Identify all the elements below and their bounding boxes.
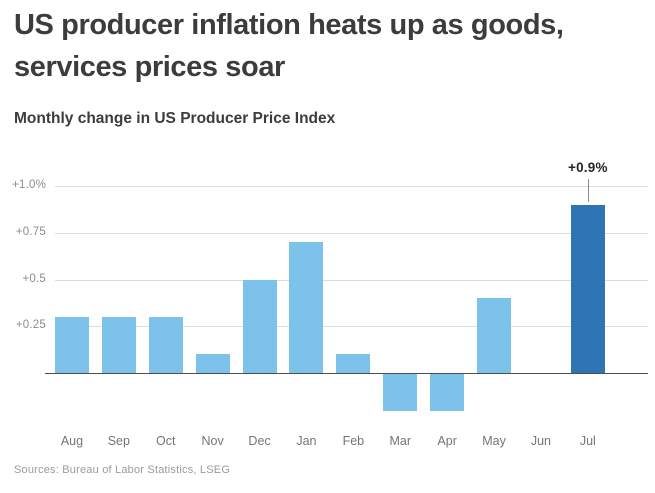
bar-sep: [101, 316, 136, 373]
month-label-aug: Aug: [60, 434, 84, 448]
y-tick-label: +0.5: [22, 272, 46, 285]
chart-subtitle: Monthly change in US Producer Price Inde…: [14, 110, 336, 127]
bar-feb: [336, 354, 371, 373]
ppi-bar-chart: +0.25 +0.5 +0.75 +1.0% Aug Sep Oct Nov Dec Jan Feb…: [0, 160, 655, 456]
month-label-dec: Dec: [248, 434, 271, 448]
bar-nov: [195, 354, 230, 373]
title-line-2: services prices soar: [14, 51, 285, 83]
gridline: [55, 186, 648, 187]
bar-jul: [570, 204, 605, 373]
title-line-1: US producer inflation heats up as goods,: [14, 9, 564, 41]
month-label-jul: Jul: [579, 434, 596, 448]
annotation-leader-line: [587, 179, 589, 202]
source-attribution: Sources: Bureau of Labor Statistics, LSE…: [14, 464, 231, 476]
month-label-jan: Jan: [296, 434, 317, 448]
month-label-may: May: [482, 434, 506, 448]
month-label-apr: Apr: [437, 434, 457, 448]
bar-oct: [148, 316, 183, 373]
y-tick-label: +1.0%: [12, 179, 46, 191]
month-label-oct: Oct: [156, 434, 176, 448]
bar-dec: [242, 279, 277, 373]
annotation-label: +0.9%: [568, 160, 608, 175]
month-label-feb: Feb: [342, 434, 365, 448]
month-label-mar: Mar: [389, 434, 411, 448]
zero-axis-line: [45, 373, 648, 374]
bar-aug: [54, 316, 89, 373]
gridline: [55, 326, 648, 328]
y-tick-label: +0.25: [15, 319, 46, 332]
y-tick-label: +0.75: [15, 225, 46, 238]
bar-may: [477, 298, 512, 373]
bar-apr: [430, 374, 465, 412]
bar-jan: [289, 242, 324, 373]
gridline: [55, 232, 648, 234]
bar-mar: [383, 374, 418, 412]
month-label-jun: Jun: [530, 434, 552, 448]
page-title: US producer inflation heats up as goods,…: [14, 4, 564, 88]
month-label-nov: Nov: [201, 434, 224, 448]
month-label-sep: Sep: [107, 434, 130, 448]
gridline: [55, 279, 648, 281]
